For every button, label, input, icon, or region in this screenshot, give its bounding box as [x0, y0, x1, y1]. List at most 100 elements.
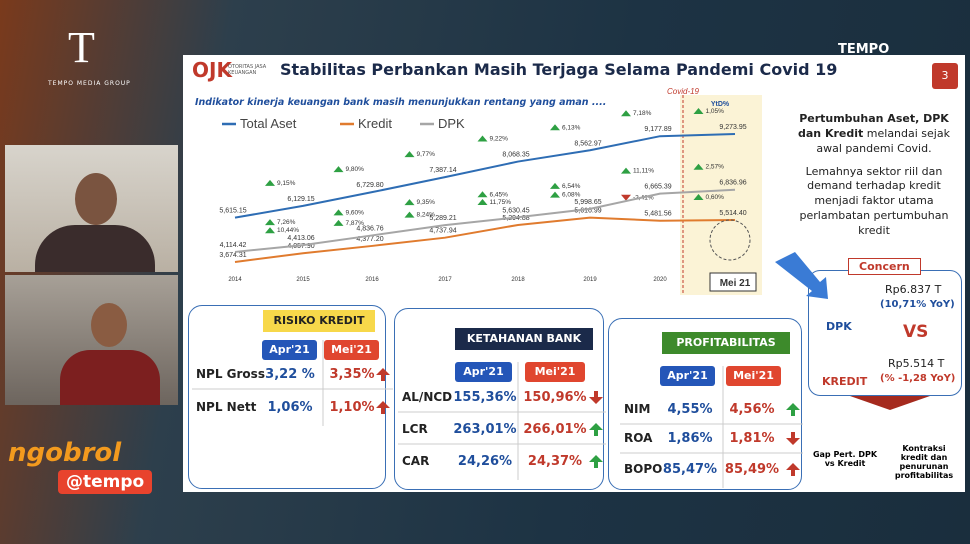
note-text: Lemahnya sektor riil dan demand terhadap…: [799, 164, 949, 237]
growth-label: 9,60%: [346, 209, 365, 216]
value-label: 5,616.99: [574, 208, 601, 215]
dpk-value: Rp6.837 T: [885, 283, 942, 296]
growth-label: 9,15%: [277, 180, 296, 187]
legend-label: Total Aset: [240, 116, 297, 131]
value-label: 4,737.94: [429, 228, 456, 235]
cell-value: 263,01%: [453, 422, 517, 437]
row-label: BOPO: [624, 462, 663, 476]
note-heading: Pertumbuhan Aset, DPK dan Kredit: [798, 112, 949, 140]
person-head: [75, 173, 117, 225]
watermark: TEMPO: [838, 42, 890, 57]
growth-triangle: [550, 191, 560, 198]
growth-label: 0,60%: [706, 194, 725, 201]
gap-label: Gap Pert. DPK vs Kredit: [812, 450, 878, 468]
value-label: 9,177.89: [644, 126, 671, 133]
pointer-arrow: [775, 252, 828, 299]
growth-label: 6,54%: [562, 183, 581, 190]
tempo-logo: T: [68, 23, 95, 72]
ojk-logo: OJK: [192, 58, 232, 82]
growth-triangle: [333, 209, 344, 216]
x-tick-label: 2016: [365, 277, 379, 283]
growth-triangle: [333, 166, 344, 173]
trend-arrow: [376, 401, 390, 414]
cell-value: 155,36%: [453, 390, 517, 405]
kredit-label: KREDIT: [822, 375, 868, 388]
growth-label: 8,24%: [417, 212, 436, 219]
legend-label: DPK: [438, 116, 465, 131]
series-line: [234, 133, 736, 219]
row-label: ROA: [624, 431, 653, 445]
growth-triangle: [333, 219, 344, 226]
series-line: [234, 216, 736, 263]
cell-value: 3,22 %: [265, 367, 315, 382]
value-label: 4,057.90: [287, 243, 314, 250]
growth-triangle: [550, 182, 560, 189]
value-label: 4,114.42: [220, 242, 247, 249]
cell-value: 266,01%: [523, 422, 587, 437]
dpk-label: DPK: [826, 320, 852, 333]
panel-title: KETAHANAN BANK: [455, 328, 593, 350]
cell-value: 4,55%: [667, 402, 713, 417]
x-tick-label: 2019: [583, 277, 597, 283]
value-label: 4,413.06: [287, 235, 314, 242]
value-label: 5,998.65: [574, 199, 601, 206]
growth-triangle: [693, 193, 704, 200]
value-label: 6,665.39: [644, 184, 671, 191]
cell-value: 85,47%: [662, 462, 718, 477]
concern-title: Concern: [848, 258, 921, 275]
kontraksi-label: Kontraksi kredit dan penurunan profitabi…: [894, 444, 954, 480]
value-label: 7,387.14: [429, 167, 456, 174]
growth-triangle: [477, 198, 488, 205]
x-tick-label: 2018: [511, 277, 525, 283]
growth-triangle: [621, 110, 631, 117]
trend-arrow: [589, 455, 603, 468]
row-label: LCR: [402, 422, 428, 436]
cell-value: 1,10%: [329, 400, 375, 415]
covid-region: [680, 95, 762, 295]
ytd-label: YtD%: [711, 101, 730, 108]
row-label: NPL Nett: [196, 400, 257, 414]
value-label: 3,674.31: [219, 252, 246, 259]
column-header: Mei'21: [324, 340, 379, 360]
growth-triangle: [404, 211, 415, 218]
value-label: 5,630.45: [502, 207, 529, 214]
growth-label: 6,13%: [562, 124, 581, 131]
row-label: CAR: [402, 454, 430, 468]
growth-triangle: [404, 151, 415, 158]
growth-triangle: [265, 179, 275, 186]
value-label: 5,481.56: [644, 211, 671, 218]
growth-triangle: [693, 163, 704, 170]
video-tile: [5, 275, 178, 405]
covid-label: Covid-19: [667, 87, 700, 96]
arrow-down: [850, 396, 930, 410]
note: Pertumbuhan Aset, DPK dan Kredit melanda…: [790, 112, 958, 239]
highlight-circle: [709, 219, 751, 261]
column-header: Apr'21: [262, 340, 317, 360]
page-number: 3: [932, 63, 958, 89]
video-tile: [5, 145, 178, 272]
cell-value: 24,37%: [527, 454, 583, 469]
person-body: [60, 350, 160, 405]
panel-title: RISIKO KREDIT: [263, 310, 375, 332]
value-label: 6,729.80: [356, 182, 383, 189]
show-handle: @tempo: [58, 470, 153, 494]
growth-label: 6,08%: [562, 192, 581, 199]
growth-label: 9,80%: [346, 166, 365, 173]
growth-label: 11,75%: [490, 199, 512, 206]
dpk-yoy: (10,71% YoY): [880, 299, 955, 310]
growth-label: 10,44%: [277, 227, 299, 234]
series-line: [234, 188, 736, 253]
cell-value: 4,56%: [729, 402, 775, 417]
growth-triangle: [550, 124, 560, 131]
growth-label: 11,11%: [633, 168, 654, 175]
trend-arrow: [786, 403, 800, 416]
growth-triangle: [621, 167, 631, 174]
cell-value: 3,35%: [329, 367, 375, 382]
row-label: NPL Gross: [196, 367, 265, 381]
value-label: 5,514.40: [719, 210, 746, 217]
column-header: Mei'21: [525, 362, 585, 382]
vs: VS: [903, 322, 929, 342]
cell-value: 1,81%: [729, 431, 775, 446]
